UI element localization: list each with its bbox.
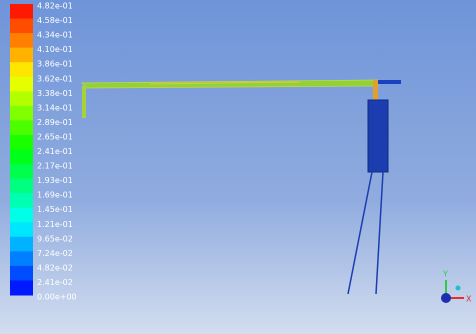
legend-label: 2.89e-01	[37, 118, 73, 127]
legend-label: 7.24e-02	[37, 249, 73, 258]
legend-label: 3.86e-01	[37, 60, 73, 69]
legend-label: 1.93e-01	[37, 176, 73, 185]
legend-label: 9.65e-02	[37, 234, 73, 243]
legend-label: 0.00e+00	[37, 293, 77, 302]
legend-swatch	[10, 179, 33, 194]
legend-swatch	[10, 62, 33, 77]
legend-label: 4.58e-01	[37, 16, 73, 25]
legend-label: 4.82e-02	[37, 263, 73, 272]
legend-swatch	[10, 120, 33, 135]
legend-swatch	[10, 251, 33, 266]
legend-swatch	[10, 164, 33, 179]
legend-label: 3.62e-01	[37, 74, 73, 83]
riser	[373, 80, 378, 100]
legend-swatch	[10, 150, 33, 165]
legend-swatch	[10, 208, 33, 223]
legend-swatch	[10, 77, 33, 92]
legend-swatch	[10, 48, 33, 63]
left-drop	[82, 86, 86, 118]
legend-swatch	[10, 237, 33, 252]
legend-swatch	[10, 222, 33, 237]
viewport: 4.82e-01 4.58e-01 4.34e-01 4.10e-01 3.86e-01…	[0, 0, 476, 334]
legend-label: 2.65e-01	[37, 132, 73, 141]
legend-swatch	[10, 193, 33, 208]
legend-swatch	[10, 106, 33, 121]
legend-label: 4.34e-01	[37, 31, 73, 40]
legend-label: 1.45e-01	[37, 205, 73, 214]
graphics-window: 4.82e-01 4.58e-01 4.34e-01 4.10e-01 3.86e-01…	[0, 0, 476, 334]
legend-swatch	[10, 266, 33, 281]
legend-swatch	[10, 4, 33, 19]
legend-label: 4.82e-01	[37, 2, 73, 11]
legend-label: 1.69e-01	[37, 191, 73, 200]
outlet-cap	[378, 80, 401, 84]
legend-label: 1.21e-01	[37, 220, 73, 229]
legend-swatch	[10, 135, 33, 150]
color-legend: 4.82e-01 4.58e-01 4.34e-01 4.10e-01 3.86e-01…	[10, 2, 77, 302]
y-axis-label: Y	[442, 270, 448, 279]
legend-label: 2.41e-02	[37, 278, 73, 287]
legend-swatch	[10, 33, 33, 48]
legend-label: 2.41e-01	[37, 147, 73, 156]
x-axis-label: X	[466, 295, 472, 304]
legend-swatch	[10, 19, 33, 34]
tank	[368, 100, 388, 172]
legend-label: 3.38e-01	[37, 89, 73, 98]
legend-label: 2.17e-01	[37, 162, 73, 171]
legend-swatch	[10, 280, 33, 295]
legend-label: 4.10e-01	[37, 45, 73, 54]
legend-swatch	[10, 91, 33, 106]
triad-marker	[456, 286, 461, 291]
z-axis	[441, 293, 451, 303]
legend-label: 3.14e-01	[37, 103, 73, 112]
